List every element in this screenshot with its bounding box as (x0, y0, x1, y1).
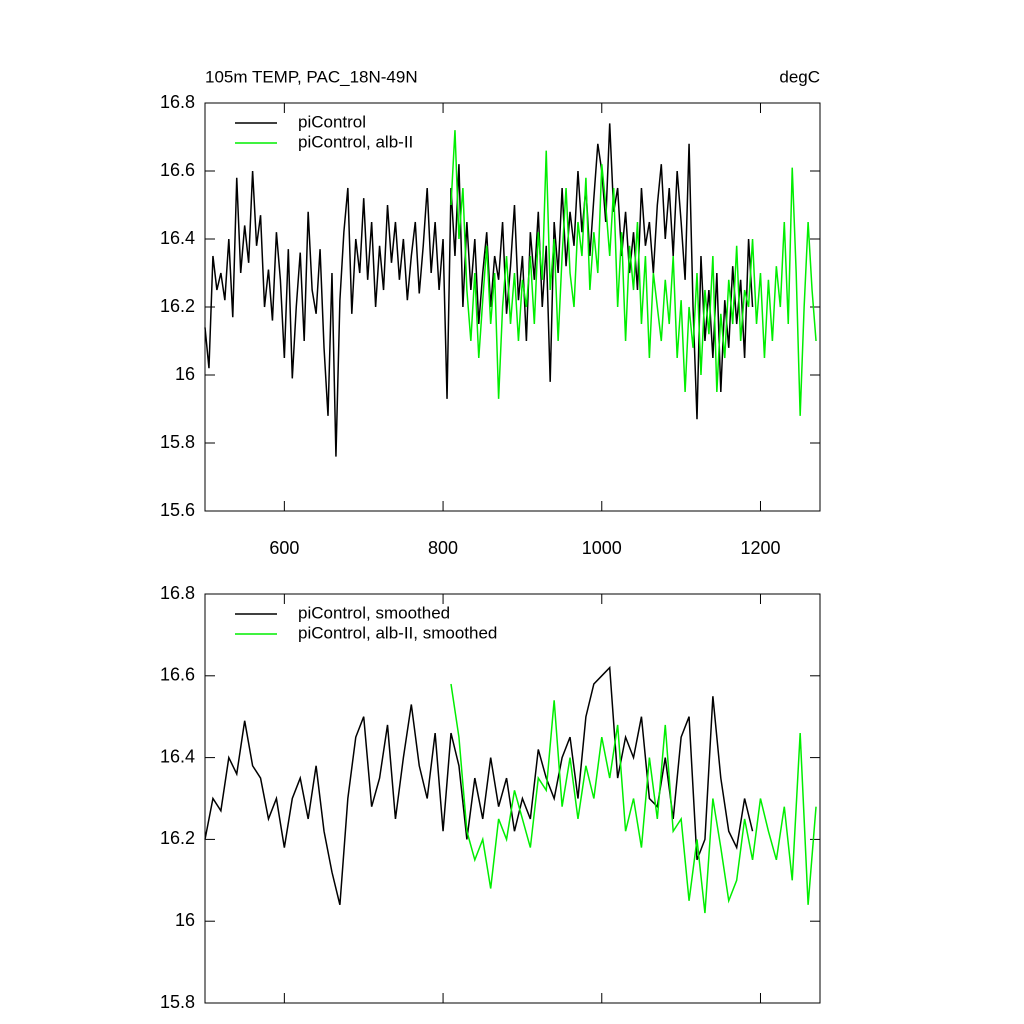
x-tick-label: 600 (269, 538, 299, 558)
y-tick-label: 16.2 (160, 828, 195, 848)
y-tick-label: 16 (175, 364, 195, 384)
y-tick-label: 16.2 (160, 296, 195, 316)
y-tick-label: 15.8 (160, 992, 195, 1012)
chart-title: 105m TEMP, PAC_18N-49N (205, 67, 418, 86)
x-tick-label: 1000 (582, 538, 622, 558)
series-line (204, 123, 754, 457)
y-tick-label: 16.8 (160, 583, 195, 603)
legend-label: piControl (298, 112, 366, 131)
legend-label: piControl, alb-II (298, 132, 413, 151)
x-tick-label: 800 (428, 538, 458, 558)
y-tick-label: 16.4 (160, 746, 195, 766)
y-tick-label: 16.6 (160, 160, 195, 180)
units-label: degC (779, 67, 820, 86)
legend-label: piControl, alb-II, smoothed (298, 623, 497, 642)
y-tick-label: 15.6 (160, 500, 195, 520)
y-tick-label: 16.8 (160, 92, 195, 112)
y-tick-label: 16 (175, 910, 195, 930)
plot-frame (204, 593, 821, 1004)
y-tick-label: 15.8 (160, 432, 195, 452)
series-line (450, 683, 817, 914)
series-line (450, 130, 817, 416)
x-tick-label: 1200 (740, 538, 780, 558)
y-tick-label: 16.6 (160, 665, 195, 685)
series-line (204, 665, 754, 906)
y-tick-label: 16.4 (160, 228, 195, 248)
legend-label: piControl, smoothed (298, 603, 450, 622)
